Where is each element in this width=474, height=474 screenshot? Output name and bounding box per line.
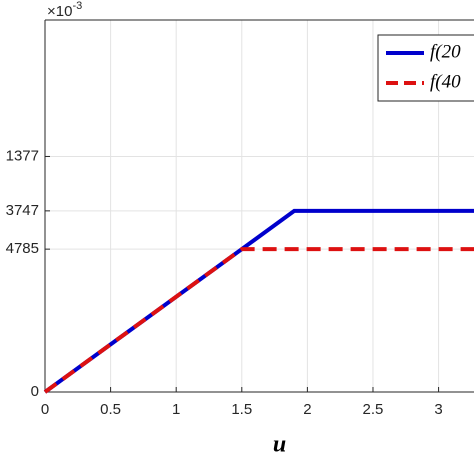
series-line [43, 247, 474, 394]
y-tick-label: 4785 [6, 240, 39, 257]
legend-box [377, 34, 474, 102]
x-tick-label: 3 [434, 401, 442, 418]
x-axis-label: u [273, 432, 286, 458]
x-tick-label: 2.5 [363, 401, 384, 418]
multiplier-exponent: -3 [72, 0, 82, 12]
x-tick-label: 0 [41, 401, 49, 418]
x-tick-label: 1 [172, 401, 180, 418]
y-tick-label: 1377 [6, 147, 39, 164]
y-tick-label: 0 [31, 383, 39, 400]
multiplier-base: ×10 [47, 3, 72, 20]
legend-label: f(20 [430, 41, 461, 62]
legend: f(20 f(40 [377, 34, 474, 102]
x-tick-label: 0.5 [100, 401, 121, 418]
x-tick-label: 1.5 [231, 401, 252, 418]
x-tick-label: 2 [303, 401, 311, 418]
axis-multiplier: ×10-3 [47, 0, 82, 20]
legend-label: f(40 [430, 71, 461, 92]
y-tick-label: 3747 [6, 202, 39, 219]
